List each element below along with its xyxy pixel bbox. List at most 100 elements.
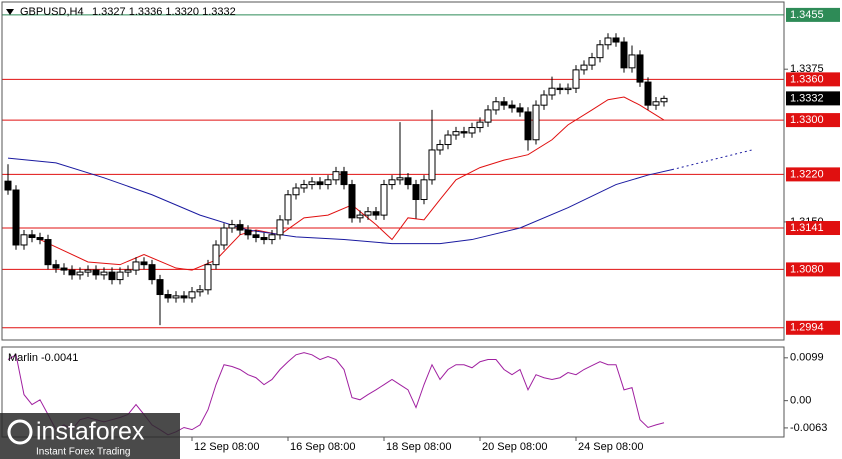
axis-layer: 1.33751.31501.34551.33601.33001.32201.31… bbox=[191, 7, 840, 453]
candle-body bbox=[636, 54, 644, 83]
level-label-box bbox=[786, 72, 840, 87]
moving-average bbox=[39, 96, 665, 271]
candle-body bbox=[116, 271, 124, 281]
candle-body bbox=[396, 177, 404, 181]
candle-body bbox=[644, 81, 652, 106]
candle-body bbox=[220, 227, 228, 246]
candle-body bbox=[500, 101, 508, 106]
candle-body bbox=[4, 180, 12, 191]
candle-body bbox=[532, 104, 540, 141]
candle-body bbox=[604, 37, 612, 46]
candle-body bbox=[284, 194, 292, 221]
candle-body bbox=[340, 171, 348, 186]
candle-body bbox=[540, 94, 548, 106]
level-label: 1.2994 bbox=[790, 322, 824, 334]
logo-name: instaforex bbox=[36, 418, 145, 446]
candle-body bbox=[236, 224, 244, 231]
candle-body bbox=[380, 184, 388, 216]
x-tick-label: 12 Sep 08:00 bbox=[194, 441, 259, 453]
candle-body bbox=[620, 41, 628, 69]
levels-layer bbox=[2, 14, 784, 329]
candle-body bbox=[180, 295, 188, 299]
candle-body bbox=[612, 37, 620, 43]
level-label: 1.3300 bbox=[790, 114, 824, 126]
candle-body bbox=[476, 121, 484, 129]
candle-body bbox=[420, 179, 428, 201]
current-price-box bbox=[786, 91, 840, 106]
y-tick-label: 1.3375 bbox=[790, 63, 824, 75]
candle-body bbox=[132, 261, 140, 271]
candle-body bbox=[60, 267, 68, 271]
level-label-box bbox=[786, 221, 840, 236]
candle-body bbox=[108, 271, 116, 281]
candle-body bbox=[36, 237, 44, 241]
candle-body bbox=[188, 291, 196, 299]
x-tick-label: 16 Sep 08:00 bbox=[290, 441, 355, 453]
level-label: 1.3455 bbox=[790, 9, 824, 21]
candle-body bbox=[44, 239, 52, 266]
candle-body bbox=[428, 149, 436, 181]
candle-body bbox=[76, 271, 84, 276]
candle-body bbox=[588, 57, 596, 66]
candle-body bbox=[660, 97, 668, 103]
candle-body bbox=[156, 279, 164, 296]
candle-body bbox=[92, 269, 100, 276]
candle-body bbox=[484, 109, 492, 123]
level-label: 1.3080 bbox=[790, 263, 824, 275]
x-tick-label: 24 Sep 08:00 bbox=[578, 441, 643, 453]
candle-body bbox=[276, 219, 284, 236]
collapse-triangle[interactable] bbox=[6, 9, 14, 15]
candle-body bbox=[172, 295, 180, 299]
candle-body bbox=[212, 244, 220, 266]
level-label-box bbox=[786, 7, 840, 22]
candle-body bbox=[84, 269, 92, 273]
candle-body bbox=[228, 224, 236, 229]
candle-body bbox=[28, 234, 36, 239]
current-price-label: 1.3332 bbox=[790, 92, 824, 104]
candle-body bbox=[436, 144, 444, 151]
indicator-title: Marlin -0.0041 bbox=[8, 352, 78, 364]
level-label-box bbox=[786, 167, 840, 182]
level-label-box bbox=[786, 320, 840, 335]
level-label: 1.3360 bbox=[790, 73, 824, 85]
candle-body bbox=[468, 127, 476, 134]
candle-body bbox=[332, 171, 340, 181]
candle-body bbox=[252, 234, 260, 239]
symbol-title: GBPUSD,H4 bbox=[20, 6, 84, 18]
candle-body bbox=[68, 269, 76, 276]
candle-body bbox=[52, 264, 60, 269]
y-tick-label: 0.0099 bbox=[790, 352, 824, 364]
candle-body bbox=[444, 134, 452, 146]
x-tick-label: 18 Sep 08:00 bbox=[386, 441, 451, 453]
candle-body bbox=[412, 184, 420, 201]
candle-body bbox=[628, 54, 636, 69]
candle-body bbox=[140, 261, 148, 266]
level-label: 1.3220 bbox=[790, 168, 824, 180]
moving-average bbox=[7, 157, 673, 245]
candle-body bbox=[556, 87, 564, 91]
candle-body bbox=[316, 181, 324, 186]
candle-body bbox=[324, 179, 332, 186]
candle-body bbox=[124, 269, 132, 273]
level-label: 1.3141 bbox=[790, 222, 824, 234]
candle-body bbox=[292, 187, 300, 196]
candle-body bbox=[300, 184, 308, 189]
indicator-panel-frame bbox=[1, 346, 785, 438]
candle-body bbox=[164, 294, 172, 299]
logo: instaforex Instant Forex Trading bbox=[0, 413, 180, 459]
candle-layer bbox=[4, 33, 668, 326]
candle-body bbox=[204, 264, 212, 291]
candle-body bbox=[564, 87, 572, 91]
candle-body bbox=[196, 289, 204, 293]
candle-body bbox=[372, 211, 380, 216]
moving-average-projection bbox=[671, 149, 753, 171]
candle-body bbox=[244, 229, 252, 236]
logo-icon bbox=[7, 419, 33, 445]
main-panel-frame bbox=[1, 1, 785, 341]
candle-body bbox=[20, 234, 28, 246]
candle-body bbox=[508, 104, 516, 109]
candle-body bbox=[652, 101, 660, 106]
